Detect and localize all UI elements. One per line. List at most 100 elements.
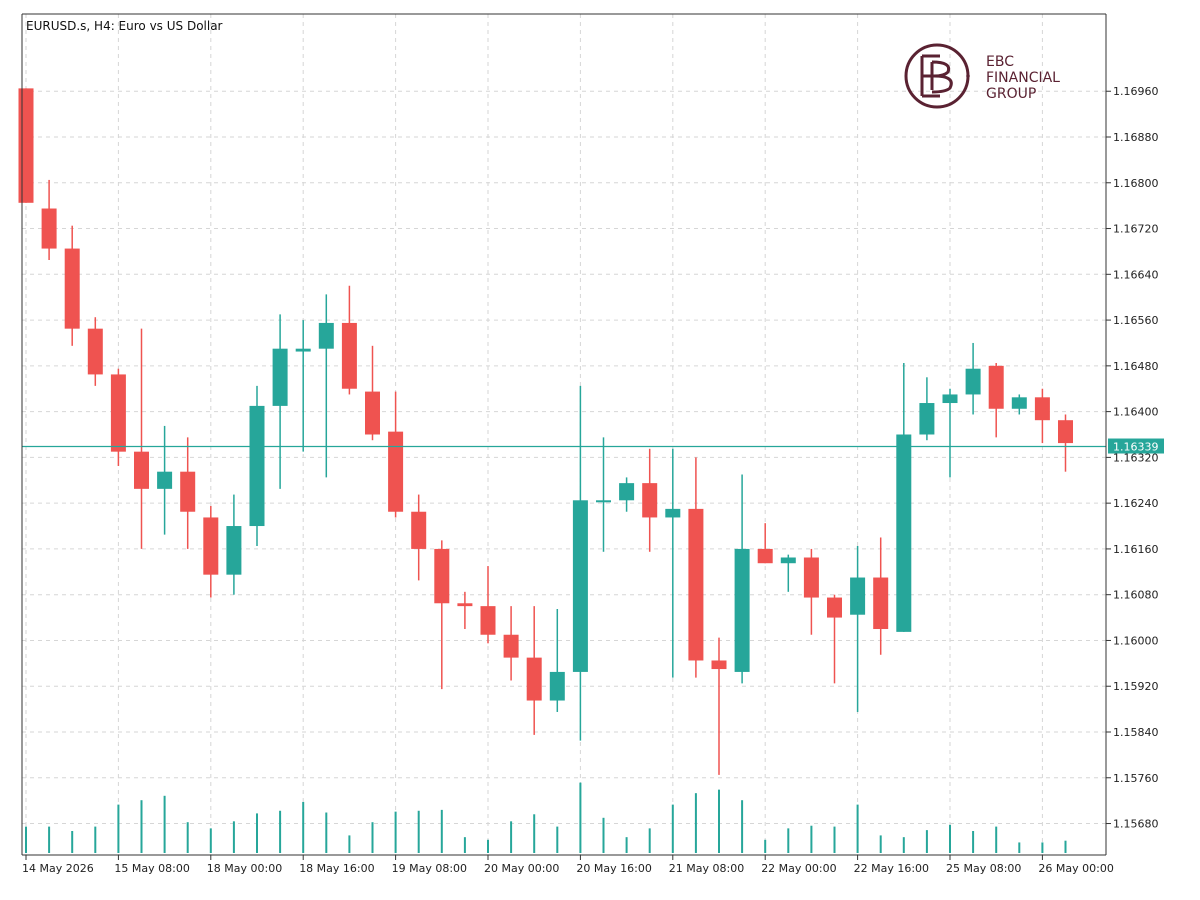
- logo-text-ebc: EBC: [986, 54, 1014, 70]
- x-axis-tick-label: 26 May 00:00: [1038, 862, 1113, 875]
- volume-layer: [25, 782, 1067, 853]
- candle: [965, 342, 981, 415]
- y-axis-tick-label: 1.16320: [1113, 451, 1159, 464]
- candle-body: [318, 322, 334, 349]
- candle: [896, 362, 912, 632]
- candle: [503, 606, 519, 681]
- candle-body: [180, 471, 196, 512]
- candle: [226, 494, 242, 595]
- y-axis-tick-label: 1.15920: [1113, 680, 1159, 693]
- x-axis-tick-label: 22 May 16:00: [854, 862, 929, 875]
- candle-body: [110, 374, 126, 452]
- candle-body: [226, 526, 242, 575]
- candle: [780, 554, 796, 592]
- x-axis-tick-label: 25 May 08:00: [946, 862, 1021, 875]
- candle-body: [619, 483, 635, 501]
- x-axis-tick-label: 15 May 08:00: [114, 862, 189, 875]
- x-axis-tick-label: 20 May 00:00: [484, 862, 559, 875]
- candle: [734, 474, 750, 684]
- candle: [850, 546, 866, 712]
- candle: [642, 448, 658, 552]
- ebc-logo: EBC FINANCIAL GROUP: [904, 43, 1060, 109]
- candle-body: [134, 451, 149, 489]
- candle: [942, 388, 958, 478]
- candle: [1058, 414, 1073, 472]
- candle: [1011, 394, 1027, 415]
- candle: [572, 385, 588, 741]
- y-axis-tick-label: 1.16480: [1113, 360, 1159, 373]
- candle-body: [157, 471, 173, 489]
- candle: [988, 362, 1004, 438]
- candle: [757, 523, 773, 564]
- candle-body: [480, 606, 496, 635]
- x-axis-tick-label: 20 May 16:00: [576, 862, 651, 875]
- y-axis-tick-label: 1.16560: [1113, 314, 1159, 327]
- candle-body: [272, 348, 288, 406]
- current-price-badge: [1108, 438, 1164, 454]
- candle-body: [549, 671, 565, 701]
- candle: [919, 377, 935, 441]
- x-axis-tick-label: 18 May 16:00: [299, 862, 374, 875]
- axis-layer: 1.16960 1.16880 1.16800 1.16720 1.16640 1.165…: [21, 13, 1159, 875]
- candle-body: [757, 548, 773, 564]
- candle-body: [18, 88, 34, 203]
- candle-body: [1034, 397, 1050, 421]
- candle-body: [87, 328, 103, 375]
- y-axis-tick-label: 1.16640: [1113, 268, 1159, 281]
- x-axis-tick-label: 14 May 2026: [22, 862, 94, 875]
- candle-body: [249, 405, 265, 527]
- candle-body: [688, 508, 704, 661]
- candle-body: [896, 434, 912, 632]
- candle-body: [596, 500, 611, 503]
- candle: [203, 506, 219, 598]
- candle-body: [295, 348, 311, 352]
- candle-body: [41, 208, 57, 249]
- y-axis-tick-label: 1.16160: [1113, 543, 1159, 556]
- y-axis-tick-label: 1.16080: [1113, 589, 1159, 602]
- y-axis-tick-label: 1.15680: [1113, 818, 1159, 831]
- y-axis-tick-label: 1.16960: [1113, 85, 1159, 98]
- candle: [711, 637, 727, 775]
- candle: [827, 594, 842, 684]
- y-axis-tick-label: 1.16880: [1113, 131, 1159, 144]
- candle-body: [827, 597, 842, 618]
- y-axis-tick-label: 1.16720: [1113, 223, 1159, 236]
- candle: [803, 548, 819, 635]
- candle-body: [341, 322, 357, 389]
- candle-body: [965, 368, 981, 395]
- logo-text-group: GROUP: [986, 86, 1036, 102]
- candle: [157, 425, 173, 535]
- candle: [688, 457, 704, 678]
- candle-body: [526, 657, 542, 701]
- candle: [526, 606, 542, 735]
- candle-body: [780, 557, 796, 564]
- candle: [249, 385, 265, 547]
- candle: [619, 477, 635, 512]
- candle-body: [711, 660, 727, 670]
- y-axis-tick-label: 1.16000: [1113, 634, 1159, 647]
- candle-body: [665, 508, 681, 518]
- candle-body: [850, 577, 866, 615]
- candle: [365, 345, 380, 441]
- y-axis-tick-label: 1.15760: [1113, 772, 1159, 785]
- candle: [434, 540, 450, 690]
- candle-body: [919, 403, 935, 435]
- candle-body: [803, 557, 819, 598]
- candle-body: [642, 483, 658, 518]
- y-axis-tick-label: 1.16400: [1113, 406, 1159, 419]
- candle-body: [988, 365, 1004, 409]
- y-axis-tick-label: 1.16240: [1113, 497, 1159, 510]
- x-axis-tick-label: 18 May 00:00: [207, 862, 282, 875]
- candle: [873, 537, 889, 655]
- price-line-layer: 1.16339: [22, 438, 1164, 454]
- candle: [272, 314, 288, 489]
- candle-body: [873, 577, 889, 630]
- y-axis-tick-label: 1.15840: [1113, 726, 1159, 739]
- candle-body: [64, 248, 80, 329]
- x-axis-tick-label: 21 May 08:00: [669, 862, 744, 875]
- candle-layer: [18, 88, 1073, 775]
- candle: [87, 317, 103, 386]
